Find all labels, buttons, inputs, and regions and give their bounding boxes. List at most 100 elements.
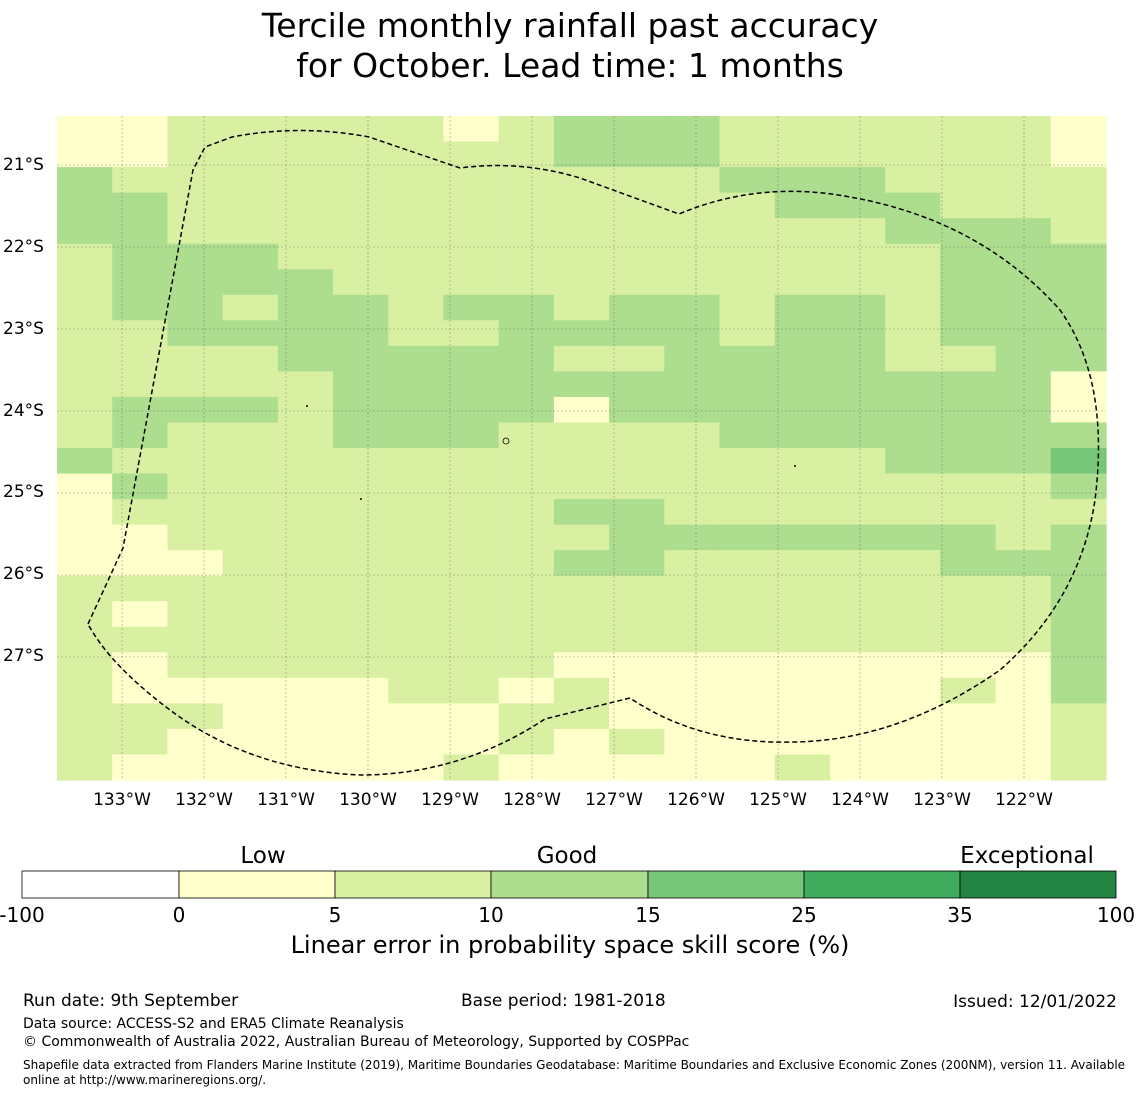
grid-cell: [885, 422, 941, 449]
grid-cell: [553, 601, 610, 628]
grid-cell: [940, 652, 997, 679]
grid-cell: [277, 218, 334, 245]
grid-cell: [333, 294, 389, 321]
grid-cell: [774, 218, 831, 245]
grid-cell: [277, 703, 334, 730]
grid-cell: [57, 218, 113, 245]
grid-cell: [277, 754, 334, 781]
grid-cell: [774, 473, 831, 500]
colorbar-tick: 25: [791, 903, 817, 927]
grid-cell: [57, 422, 113, 449]
grid-cell: [277, 626, 334, 653]
grid-cell: [1050, 269, 1107, 296]
grid-cell: [222, 626, 279, 653]
grid-cell: [222, 218, 279, 245]
grid-cell: [277, 192, 334, 219]
grid-cell: [829, 192, 886, 219]
grid-cell: [774, 396, 831, 424]
grid-cell: [553, 192, 610, 219]
grid-cell: [443, 422, 500, 449]
grid-cell: [609, 167, 665, 194]
lat-label: 22°S: [3, 237, 44, 257]
colorbar-tick: 0: [172, 903, 186, 927]
grid-cell: [609, 473, 665, 500]
grid-cell: [277, 550, 334, 577]
grid-cell: [112, 626, 169, 653]
grid-cell: [664, 371, 721, 398]
colorbar-category-good: Good: [536, 843, 598, 869]
grid-cell: [1050, 652, 1107, 679]
grid-cell: [553, 218, 610, 245]
grid-cell: [829, 167, 886, 194]
grid-cell: [333, 396, 389, 424]
grid-cell: [277, 243, 334, 270]
grid-cell: [940, 626, 997, 653]
grid-cell: [443, 728, 500, 756]
grid-cell: [829, 703, 886, 730]
grid-cell: [609, 243, 665, 270]
grid-cell: [443, 703, 500, 730]
grid-cell: [112, 422, 169, 449]
grid-cell: [443, 141, 500, 168]
grid-cell: [1050, 677, 1107, 704]
grid-cell: [774, 192, 831, 219]
grid-cell: [664, 269, 721, 296]
grid-cell: [774, 499, 831, 526]
grid-cell: [719, 728, 776, 756]
grid-cell: [498, 728, 555, 756]
lon-label: 131°W: [257, 790, 315, 810]
grid-cell: [167, 192, 224, 219]
grid-cell: [167, 601, 224, 628]
grid-cell: [995, 192, 1052, 219]
grid-cell: [277, 524, 334, 551]
grid-cell: [995, 524, 1052, 551]
grid-cell: [609, 345, 665, 372]
grid-cell: [940, 116, 997, 143]
colorbar-bin: [178, 870, 336, 899]
grid-cell: [940, 499, 997, 526]
grid-cell: [112, 601, 169, 628]
grid-cell: [774, 677, 831, 704]
grid-cell: [112, 141, 169, 168]
colorbar-bin: [490, 870, 649, 899]
grid-cell: [277, 320, 334, 347]
grid-cell: [443, 524, 500, 551]
grid-cell: [112, 473, 169, 500]
grid-cell: [609, 218, 665, 245]
grid-cell: [774, 116, 831, 143]
grid-cell: [940, 167, 997, 194]
grid-cell: [167, 550, 224, 577]
grid-cell: [885, 448, 941, 475]
grid-cell: [664, 677, 721, 704]
grid-cell: [498, 703, 555, 730]
grid-cell: [774, 167, 831, 194]
grid-cell: [57, 499, 113, 526]
grid-cell: [719, 677, 776, 704]
grid-cell: [388, 192, 445, 219]
grid-cell: [388, 294, 445, 321]
grid-cell: [885, 320, 941, 347]
grid-cell: [609, 192, 665, 219]
grid-cell: [829, 345, 886, 372]
grid-cell: [112, 345, 169, 372]
grid-cell: [443, 243, 500, 270]
grid-cell: [333, 601, 389, 628]
grid-cell: [664, 473, 721, 500]
grid-cell: [609, 141, 665, 168]
grid-cell: [333, 243, 389, 270]
grid-cell: [664, 448, 721, 475]
grid-cell: [885, 677, 941, 704]
grid-cell: [167, 499, 224, 526]
grid-cell: [829, 626, 886, 653]
grid-cell: [995, 243, 1052, 270]
grid-cell: [885, 601, 941, 628]
colorbar-label: Linear error in probability space skill …: [290, 931, 850, 959]
grid-cell: [498, 754, 555, 781]
grid-cell: [940, 754, 997, 781]
grid-cell: [333, 677, 389, 704]
colorbar-category-exceptional: Exceptional: [960, 843, 1094, 869]
grid-cell: [995, 141, 1052, 168]
grid-cell: [553, 626, 610, 653]
grid-cell: [57, 703, 113, 730]
grid-cell: [57, 473, 113, 500]
